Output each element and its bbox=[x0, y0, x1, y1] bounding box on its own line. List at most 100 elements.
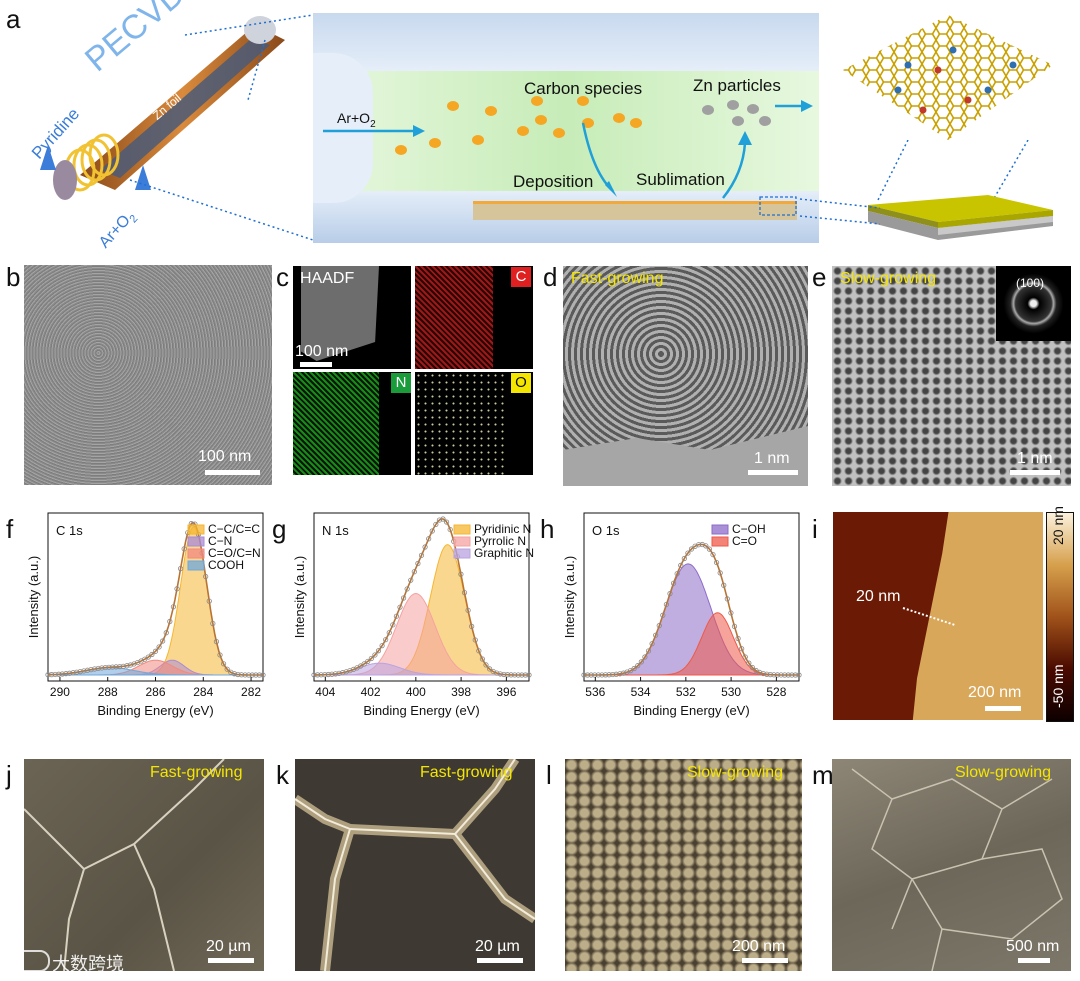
data-point bbox=[322, 672, 328, 678]
data-point bbox=[660, 612, 666, 618]
data-point bbox=[599, 672, 605, 678]
panel-l-title: Slow-growing bbox=[687, 764, 784, 781]
data-point bbox=[756, 669, 763, 676]
afm-colorbar bbox=[1046, 512, 1074, 722]
legend-swatch bbox=[711, 536, 729, 547]
data-point bbox=[494, 670, 500, 676]
chart-title: O 1s bbox=[592, 523, 620, 538]
sem-image-j bbox=[24, 759, 264, 971]
scalebar-e bbox=[1010, 470, 1060, 475]
legend-label: Pyridinic N bbox=[474, 522, 531, 536]
ar-o2-label: Ar+O2 bbox=[337, 110, 376, 130]
data-point bbox=[497, 671, 503, 677]
data-point bbox=[109, 664, 116, 670]
data-point bbox=[74, 669, 80, 675]
legend-swatch bbox=[453, 548, 471, 559]
data-point bbox=[88, 667, 94, 673]
data-point bbox=[99, 665, 105, 671]
data-point bbox=[522, 672, 529, 678]
panel-a-connectors bbox=[129, 14, 881, 241]
data-point bbox=[642, 654, 648, 660]
panel-label-f: f bbox=[6, 514, 14, 544]
x-tick-label: 290 bbox=[50, 685, 70, 699]
fit-envelope bbox=[48, 521, 263, 676]
data-point bbox=[774, 672, 781, 678]
data-point bbox=[584, 672, 591, 678]
xps-chart-n1s: 396 398 400 402 404 Binding Energy (eV) Intens… bbox=[292, 512, 534, 718]
tem-image-b bbox=[24, 265, 272, 485]
data-point bbox=[256, 672, 263, 678]
data-point bbox=[400, 595, 407, 601]
data-point bbox=[231, 671, 237, 677]
x-tick-label: 282 bbox=[241, 685, 261, 699]
x-tick-label: 404 bbox=[315, 685, 335, 699]
data-point bbox=[713, 559, 720, 566]
data-point bbox=[742, 654, 748, 660]
panel-d-title: Fast-growing bbox=[571, 270, 664, 287]
data-point bbox=[792, 672, 799, 678]
data-point bbox=[77, 669, 83, 675]
data-point bbox=[631, 665, 637, 672]
data-point bbox=[778, 672, 784, 678]
data-point bbox=[152, 648, 159, 654]
scalebar-label-l: 200 nm bbox=[732, 938, 786, 955]
scalebar-label-c: 100 nm bbox=[295, 343, 349, 360]
data-point bbox=[311, 672, 317, 678]
reactor-arrows-and-particles bbox=[323, 96, 813, 216]
data-point bbox=[512, 672, 518, 678]
panel-label-b: b bbox=[6, 262, 21, 292]
data-point bbox=[210, 620, 216, 627]
data-point bbox=[84, 667, 91, 673]
data-point bbox=[343, 669, 349, 675]
scalebar-d bbox=[748, 470, 798, 475]
data-point bbox=[253, 672, 259, 678]
legend-swatch bbox=[711, 524, 729, 535]
sem-image-m bbox=[832, 759, 1071, 971]
data-point bbox=[613, 671, 619, 677]
data-point bbox=[408, 577, 414, 583]
graphene-lattice-illustration bbox=[843, 15, 1053, 140]
eds-map-o bbox=[415, 372, 533, 475]
element-badge-n: N bbox=[391, 373, 411, 393]
data-point bbox=[160, 638, 166, 644]
data-point bbox=[785, 672, 791, 678]
data-point bbox=[314, 672, 321, 678]
panel-label-d: d bbox=[543, 262, 558, 292]
data-point bbox=[519, 672, 525, 678]
data-point bbox=[501, 671, 507, 678]
data-point bbox=[415, 560, 421, 567]
watermark-logo-icon bbox=[10, 950, 50, 972]
data-point bbox=[653, 632, 659, 638]
data-point bbox=[706, 546, 713, 552]
x-tick-label: 286 bbox=[145, 685, 165, 699]
data-point bbox=[156, 644, 162, 650]
xps-chart-o1s: 528 530 532 534 536 Binding Energy (eV) Intens… bbox=[562, 512, 802, 718]
data-point bbox=[95, 665, 101, 672]
panel-label-e: e bbox=[812, 262, 827, 292]
data-point bbox=[717, 570, 723, 576]
data-point bbox=[685, 550, 691, 556]
data-point bbox=[461, 589, 468, 596]
pecvd-reactor-illustration bbox=[40, 16, 285, 200]
data-point bbox=[249, 672, 255, 678]
scalebar-label-k: 20 µm bbox=[475, 938, 520, 955]
data-point bbox=[70, 670, 76, 676]
data-point bbox=[678, 562, 684, 569]
data-point bbox=[52, 671, 58, 678]
data-point bbox=[429, 528, 435, 534]
data-point bbox=[340, 670, 346, 676]
legend-label: C−N bbox=[208, 534, 232, 548]
x-tick-label: 288 bbox=[98, 685, 118, 699]
data-point bbox=[81, 668, 87, 674]
data-point bbox=[383, 637, 389, 643]
x-tick-label: 400 bbox=[406, 685, 426, 699]
data-point bbox=[393, 613, 400, 619]
data-point bbox=[465, 607, 471, 613]
x-axis-label: Binding Energy (eV) bbox=[633, 703, 749, 718]
data-point bbox=[515, 672, 521, 678]
eds-map-c bbox=[415, 266, 533, 369]
data-point bbox=[479, 656, 486, 662]
data-point bbox=[645, 648, 652, 654]
data-point bbox=[386, 630, 392, 636]
data-point bbox=[379, 643, 385, 649]
